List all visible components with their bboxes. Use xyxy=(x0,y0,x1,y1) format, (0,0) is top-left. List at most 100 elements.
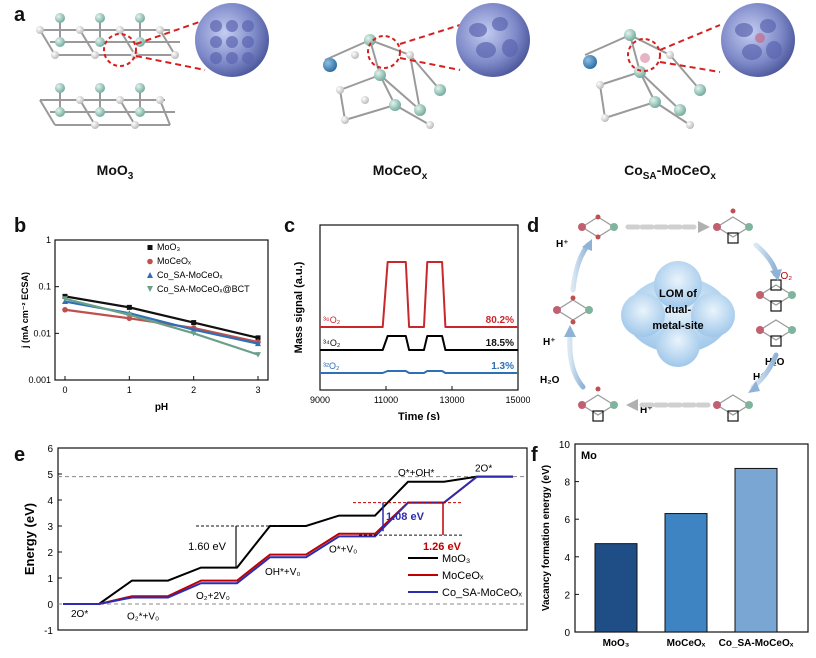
chart-f-ylabel: Vacancy formation energy (eV) xyxy=(541,465,552,611)
chart-b-legend-marker-3 xyxy=(147,286,153,292)
panel-letter-a: a xyxy=(14,4,26,26)
chart-f-title: Mo xyxy=(581,450,597,462)
chart-b-frame xyxy=(54,239,269,381)
chart-e-frame xyxy=(57,447,528,631)
chart-b-ytick-label: 0.01 xyxy=(33,328,51,338)
panel-letter-d: d xyxy=(527,215,540,237)
chart-c-series-2 xyxy=(320,370,518,374)
label-moo3: MoO3 xyxy=(96,162,134,182)
motif-left xyxy=(553,295,593,325)
hplus-label-2: H⁺ xyxy=(753,372,766,383)
chart-f-bar-0 xyxy=(594,543,638,633)
moceox-charge-density-sphere xyxy=(456,3,530,77)
chart-e-step-label-0: 2O* xyxy=(71,609,88,620)
hplus-label-1: H⁺ xyxy=(556,239,569,250)
chart-e-step-label-5: O*+OH* xyxy=(398,468,435,479)
chart-b: 1 0.1 0.01 0.001 0 1 2 3 pH j (mA cm⁻² ECSA) MoO₃ M… xyxy=(20,235,269,413)
chart-c-ylabel: Mass signal (a.u.) xyxy=(293,261,305,353)
chart-c: 9000 11000 13000 15000 Time (s) Mass signal (… xyxy=(293,224,530,420)
chart-f-ytick-label: 6 xyxy=(564,515,570,526)
chart-b-point-1-1 xyxy=(126,315,133,322)
chart-e-ytick-label: 4 xyxy=(47,496,53,507)
chart-f-bar-1 xyxy=(664,513,708,633)
chart-e-ytick-label: 3 xyxy=(47,522,53,533)
hplus-label-3: H⁺ xyxy=(640,405,653,416)
chart-e-step-label-6: 2O* xyxy=(475,464,492,475)
chart-e-ytick-label: 2 xyxy=(47,548,53,559)
chart-f-ytick-label: 2 xyxy=(564,590,570,601)
chart-b-xlabel: pH xyxy=(155,402,168,413)
chart-c-xtick-label: 11000 xyxy=(374,395,398,405)
chart-b-point-2-2 xyxy=(190,326,197,333)
chart-f-category-0: MoO₃ xyxy=(603,638,630,649)
chart-e-ytick-label: 5 xyxy=(47,470,53,481)
motif-right-top xyxy=(756,279,796,312)
motif-right-bottom xyxy=(756,319,796,347)
chart-e-annot-1: 1.60 eV xyxy=(188,541,227,553)
chart-b-ylabel: j (mA cm⁻² ECSA) xyxy=(20,272,30,349)
chart-b-point-1-0 xyxy=(62,306,68,313)
chart-e-legend-label-0: MoO₃ xyxy=(442,553,470,565)
chart-e-legend-label-1: MoCeOₓ xyxy=(442,570,484,582)
chart-e-ytick-label: 1 xyxy=(47,574,53,585)
chart-b-ytick-label: 0.1 xyxy=(38,282,51,292)
chart-b-point-2-3 xyxy=(255,340,261,347)
chart-b-ytick-label: 0.001 xyxy=(28,375,51,385)
chart-c-percent-1: 18.5% xyxy=(486,338,514,349)
chart-b-legend-label-1: MoCeOₓ xyxy=(157,256,191,266)
chart-b-point-0-1 xyxy=(126,304,132,310)
chart-c-xtick-label: 13000 xyxy=(439,395,464,405)
chart-f-ytick-label: 8 xyxy=(564,478,570,489)
chart-c-xlabel: Time (s) xyxy=(398,411,440,420)
moceox-highlight-circle xyxy=(367,35,401,69)
motif-bottom-right xyxy=(713,394,753,422)
chart-b-point-3-2 xyxy=(190,330,197,337)
panel-d-lom-cycle: LOM of dual- metal-site H⁺ ³⁶O₂ H₂O H⁺ xyxy=(540,208,796,422)
chart-b-point-3-0 xyxy=(62,296,68,302)
chart-b-legend-label-3: Co_SA-MoCeOₓ@BCT xyxy=(157,284,250,294)
chart-c-series-1 xyxy=(320,335,518,351)
chart-c-frame xyxy=(319,224,519,391)
chart-c-series-label-2: ³²O₂ xyxy=(323,361,340,371)
motif-top-left xyxy=(578,214,618,240)
chart-b-legend-label-2: Co_SA-MoCeOₓ xyxy=(157,270,223,280)
lom-text-1: LOM of xyxy=(659,288,697,300)
chart-e-ylabel: Energy (eV) xyxy=(22,503,37,575)
chart-b-point-0-2 xyxy=(191,320,197,326)
chart-c-series-label-1: ³⁴O₂ xyxy=(323,338,341,348)
chart-f-category-1: MoCeOₓ xyxy=(667,638,706,649)
hplus-label-4: H⁺ xyxy=(543,337,556,348)
chart-f-category-2: Co_SA-MoCeOₓ xyxy=(719,638,794,649)
lom-cloud xyxy=(621,261,735,367)
chart-e-step-label-3: OH*+V₀ xyxy=(265,567,301,578)
chart-e-series-0 xyxy=(63,475,513,605)
chart-b-xtick-label: 2 xyxy=(191,385,196,395)
chart-b-point-3-3 xyxy=(255,352,261,358)
panel-a-structures xyxy=(36,3,795,129)
lom-text-2: dual- xyxy=(665,304,692,316)
chart-b-point-3-1 xyxy=(126,312,133,318)
chart-b-legend-label-0: MoO₃ xyxy=(157,242,181,252)
chart-f-bar-2 xyxy=(734,467,778,633)
cosa-moceox-structure xyxy=(584,34,701,126)
cosa-highlight-circle xyxy=(627,38,661,72)
chart-c-series-0 xyxy=(320,261,518,328)
chart-e-ytick-label: 0 xyxy=(47,600,53,611)
chart-b-xtick-label: 3 xyxy=(255,385,260,395)
chart-c-series-label-0: ³⁶O₂ xyxy=(323,315,341,325)
panel-letter-b: b xyxy=(14,215,27,237)
chart-e-legend-label-2: Co_SA-MoCeOₓ xyxy=(442,587,522,599)
chart-e-ytick-label: -1 xyxy=(44,626,53,637)
chart-b-series-line-3 xyxy=(64,297,259,356)
chart-b-series-line-0 xyxy=(64,295,259,339)
lom-text-3: metal-site xyxy=(652,320,703,332)
chart-b-legend-marker-0 xyxy=(147,245,153,250)
chart-f-ytick-label: 4 xyxy=(564,553,570,564)
chart-e-step-label-2: O₂+2V₀ xyxy=(196,591,230,602)
chart-c-percent-0: 80.2% xyxy=(486,315,514,326)
o2-label: ³⁶O₂ xyxy=(773,271,792,282)
cosa-moceox-atoms xyxy=(583,29,706,129)
chart-b-ytick-label: 1 xyxy=(46,235,51,245)
chart-f-ytick-label: 0 xyxy=(564,628,570,639)
label-cosa-moceox: CoSA-MoCeOx xyxy=(624,162,716,182)
